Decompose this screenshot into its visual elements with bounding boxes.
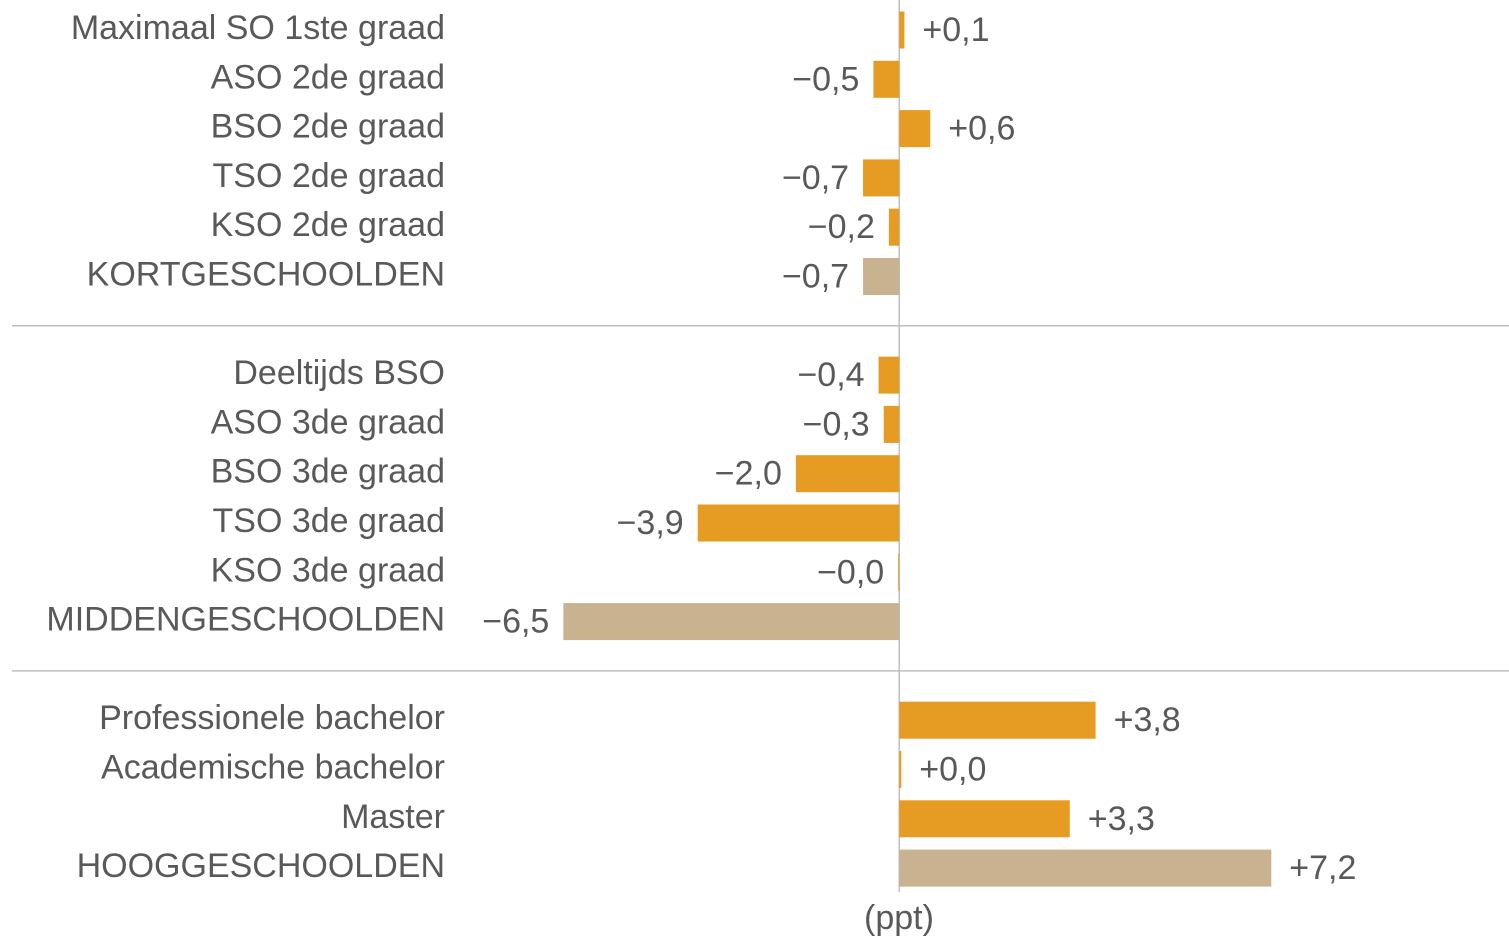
value-label: −3,9 (617, 504, 684, 542)
category-label: HOOGGESCHOOLDEN (77, 847, 445, 885)
category-label: Professionele bachelor (99, 699, 445, 737)
value-label: −0,4 (797, 356, 864, 394)
bar (563, 603, 900, 641)
category-label: ASO 3de graad (211, 403, 445, 441)
x-axis-label: (ppt) (864, 899, 934, 937)
bar (697, 504, 900, 542)
category-label: TSO 2de graad (213, 157, 445, 195)
category-label: MIDDENGESCHOOLDEN (46, 601, 445, 639)
value-label: −0,0 (817, 553, 884, 591)
category-label: Academische bachelor (101, 748, 445, 786)
category-label: KSO 3de graad (211, 551, 445, 589)
value-label: −0,3 (803, 405, 870, 443)
category-label: BSO 2de graad (211, 108, 445, 146)
bar (863, 258, 900, 295)
value-label: −0,2 (808, 208, 875, 246)
bar (883, 405, 900, 443)
value-label: −0,7 (782, 257, 849, 295)
value-label: +3,8 (1114, 701, 1181, 739)
bar (899, 701, 1096, 739)
value-label: −0,5 (792, 60, 859, 98)
bar (899, 11, 905, 49)
category-label: ASO 2de graad (211, 58, 445, 96)
category-label: Maximaal SO 1ste graad (71, 9, 445, 47)
bar (873, 60, 900, 98)
value-label: +0,6 (948, 110, 1015, 148)
bar (899, 849, 1272, 887)
value-label: −0,7 (782, 159, 849, 197)
value-label: −6,5 (482, 603, 549, 641)
bar (863, 159, 900, 197)
bar (899, 800, 1070, 838)
bar (899, 751, 902, 788)
category-label: TSO 3de graad (213, 502, 445, 540)
bar (878, 356, 900, 394)
category-label: KORTGESCHOOLDEN (87, 255, 445, 293)
category-label: Deeltijds BSO (233, 354, 445, 392)
value-label: +0,0 (919, 750, 986, 788)
bar (888, 208, 900, 246)
value-label: +7,2 (1289, 849, 1356, 887)
category-label: BSO 3de graad (211, 453, 445, 491)
category-label: KSO 2de graad (211, 206, 445, 244)
bar (899, 110, 931, 148)
value-label: −2,0 (715, 455, 782, 493)
bar (795, 455, 900, 493)
bar (898, 553, 900, 591)
value-label: +3,3 (1088, 800, 1155, 838)
category-label: Master (341, 798, 445, 836)
value-label: +0,1 (922, 11, 989, 49)
